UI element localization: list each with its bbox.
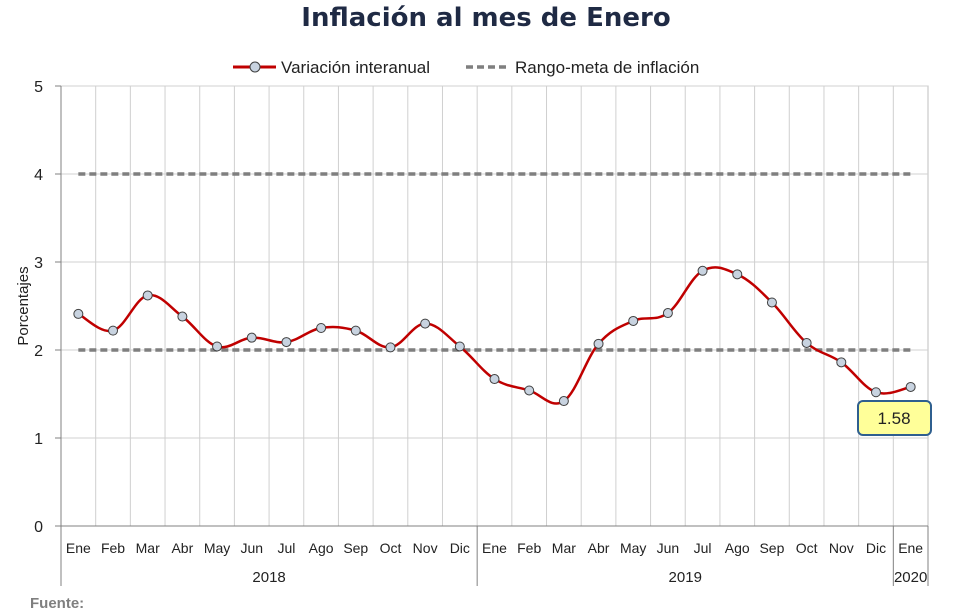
data-point	[316, 323, 327, 333]
data-point	[489, 374, 500, 385]
x-tick-label: Oct	[796, 540, 818, 556]
data-point	[905, 381, 916, 392]
axis-labels: 0 1 2 3 4 5 Ene Feb Mar Abr May Jun Jul Ago Sep Oct Nov D…	[34, 79, 927, 586]
series-variacion	[73, 265, 916, 407]
data-point	[212, 341, 223, 352]
data-point	[108, 325, 119, 336]
x-tick-label: May	[204, 540, 230, 556]
x-tick-label: May	[620, 540, 646, 556]
y-tick-label: 5	[34, 79, 43, 96]
data-point	[177, 311, 188, 322]
year-label: 2018	[252, 569, 285, 586]
chart-title: Inflación al mes de Enero	[301, 3, 670, 33]
x-tick-label: Feb	[101, 540, 125, 556]
data-point	[593, 338, 604, 349]
data-point	[385, 342, 396, 353]
legend: Variación interanual Rango-meta de infla…	[233, 58, 699, 77]
x-tick-label: Ene	[482, 540, 507, 556]
callout-value: 1.58	[877, 409, 910, 428]
callout-box	[857, 400, 932, 436]
x-tick-label: Jun	[240, 540, 263, 556]
data-point	[766, 297, 777, 308]
data-point	[732, 269, 743, 280]
data-point	[350, 325, 361, 336]
data-point	[628, 315, 639, 326]
data-point	[697, 265, 708, 276]
x-tick-label: Jul	[694, 540, 712, 556]
y-tick-label: 3	[34, 255, 43, 272]
x-tick-label: Jun	[657, 540, 680, 556]
data-point	[246, 332, 257, 343]
x-tick-label: Abr	[171, 540, 193, 556]
y-axis-label: Porcentajes	[15, 266, 32, 345]
data-point	[801, 337, 812, 348]
x-tick-label: Mar	[136, 540, 160, 556]
data-point	[870, 387, 881, 398]
legend-marker-variacion	[249, 61, 261, 73]
legend-label-variacion: Variación interanual	[281, 58, 430, 77]
data-point	[558, 396, 569, 407]
x-tick-label: Dic	[450, 540, 470, 556]
data-point	[420, 318, 431, 329]
x-tick-label: Nov	[413, 540, 438, 556]
legend-label-rango: Rango-meta de inflación	[515, 58, 699, 77]
y-tick-label: 4	[34, 167, 43, 184]
x-tick-label: Nov	[829, 540, 854, 556]
x-tick-label: Ago	[309, 540, 334, 556]
year-label: 2019	[669, 569, 702, 586]
x-tick-label: Oct	[380, 540, 402, 556]
x-tick-label: Ene	[898, 540, 923, 556]
data-point	[73, 308, 84, 319]
gridlines	[60, 85, 929, 527]
y-tick-label: 1	[34, 431, 43, 448]
x-tick-label: Feb	[517, 540, 541, 556]
data-point	[524, 385, 535, 396]
y-tick-label: 0	[34, 519, 43, 536]
plot-area-border	[60, 85, 929, 527]
x-tick-label: Mar	[552, 540, 576, 556]
x-tick-label: Abr	[588, 540, 610, 556]
axes	[55, 85, 929, 586]
x-tick-label: Sep	[759, 540, 784, 556]
data-point	[662, 308, 673, 319]
data-point	[454, 341, 465, 352]
source-label: Fuente:	[30, 595, 84, 612]
data-point	[142, 290, 153, 301]
x-tick-label: Dic	[866, 540, 886, 556]
x-tick-label: Jul	[277, 540, 295, 556]
y-tick-label: 2	[34, 343, 43, 360]
x-tick-label: Ago	[725, 540, 750, 556]
data-point	[836, 357, 847, 368]
last-value-callout: 1.58	[857, 400, 932, 436]
year-label: 2020	[894, 569, 927, 586]
data-point	[281, 337, 292, 348]
x-tick-label: Ene	[66, 540, 91, 556]
x-tick-label: Sep	[343, 540, 368, 556]
